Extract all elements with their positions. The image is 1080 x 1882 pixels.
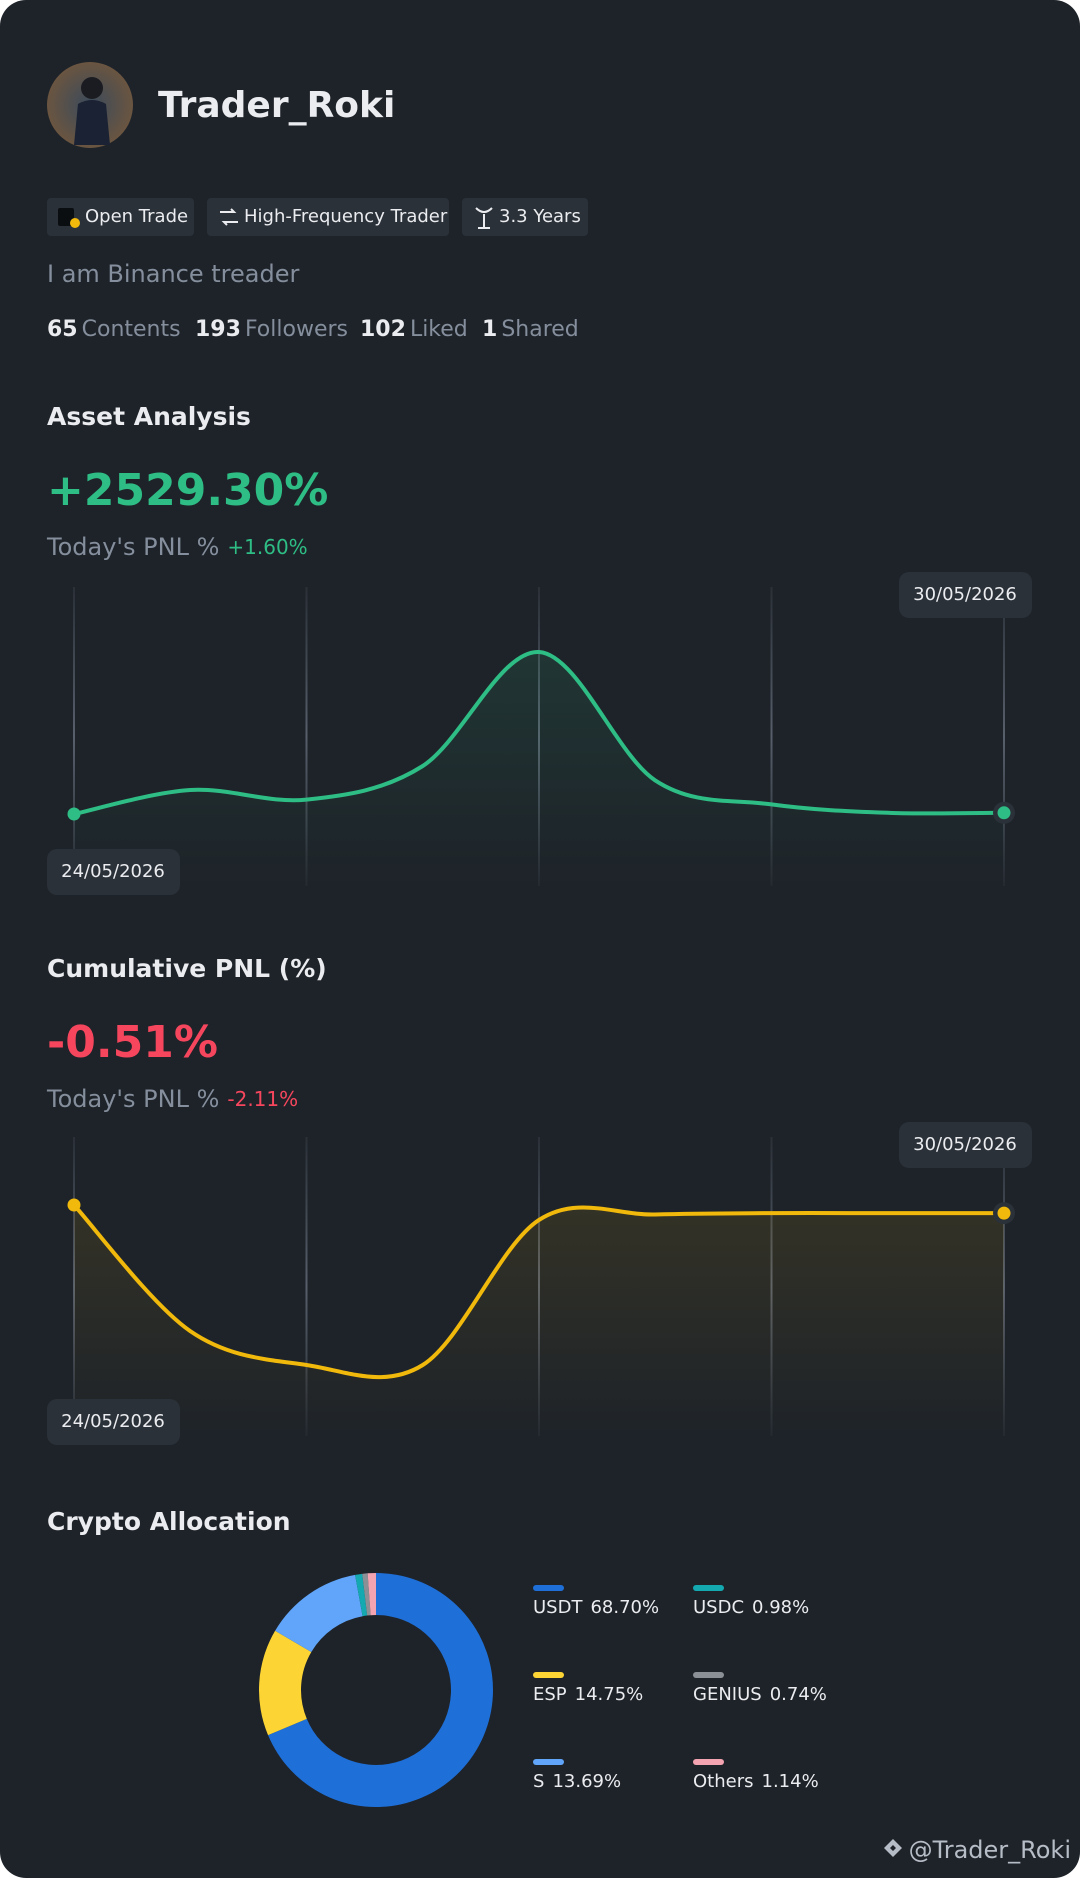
total-pnl: +2529.30% [47,465,328,516]
today-value: -2.11% [227,1087,298,1111]
stat: 65 Contents [47,317,181,342]
tag-label: 3.3 Years [499,206,581,227]
tag-icon [70,218,80,228]
point [997,1206,1011,1220]
tag-icon [220,208,238,226]
legend-value: 13.69% [552,1771,621,1792]
grid-line [73,587,75,886]
tag-icon [475,207,493,229]
grid-line [305,587,308,886]
date-tooltip [899,1122,1032,1168]
line [73,649,1005,816]
area [74,651,1004,886]
stat-label: Shared [501,317,578,342]
legend-value: 1.14% [762,1771,819,1792]
section-title: Crypto Allocation [47,1507,291,1536]
legend-label: ESP [533,1684,567,1705]
point [997,806,1011,820]
today-label: Today's PNL % [46,533,219,561]
donut-segment [367,1573,376,1616]
stat-value: 102 [360,317,406,342]
donut-chart: USDT 68.70% ESP 14.75% S 13.69% USDC 0.98% GENIU… [259,1573,827,1807]
tag[interactable] [47,198,194,236]
stat-label: Contents [82,317,181,342]
stat-label: Followers [245,317,348,342]
end-date: 30/05/2026 [913,1134,1017,1155]
line-chart: 30/05/2026 24/05/2026 [47,572,1032,895]
legend-label: GENIUS [693,1684,762,1705]
stat-label: Liked [410,317,468,342]
legend-value: 14.75% [575,1684,644,1705]
date-tooltip [899,572,1032,618]
date-tooltip [47,849,180,895]
legend-label: Others [693,1771,754,1792]
avatar-figure [74,100,110,145]
tag[interactable] [207,198,449,236]
point [67,1198,81,1212]
today-value: +1.60% [227,535,307,559]
bio: I am Binance treader [47,260,299,288]
tag[interactable] [462,198,588,236]
stat: 193 Followers [195,317,348,342]
legend-value: 0.74% [770,1684,827,1705]
stat-value: 65 [47,317,78,342]
grid-line [770,587,773,886]
legend-label: USDT [533,1597,583,1618]
donut-segment [275,1574,363,1653]
end-date: 30/05/2026 [913,584,1017,605]
section-title: Asset Analysis [47,402,251,431]
username: Trader_Roki [158,85,395,126]
donut-segment [268,1573,494,1807]
legend-value: 0.98% [752,1597,809,1618]
donut-segment [362,1573,371,1616]
date-tooltip [47,1399,180,1445]
donut-segment [355,1573,368,1617]
stat-value: 1 [482,317,497,342]
avatar-figure [81,77,103,99]
start-date: 24/05/2026 [61,861,165,882]
tag-icon [58,208,74,226]
legend-swatch [533,1672,564,1678]
line [72,1203,1004,1380]
tag-label: Open Trade [85,206,188,227]
grid-line [305,1137,308,1436]
today-pnl: Today's PNL % +1.60% [46,533,308,561]
legend-label: S [533,1771,544,1792]
stat: 102 Liked [360,317,468,342]
legend-value: 68.70% [590,1597,659,1618]
watermark-icon [884,1839,902,1857]
legend-swatch [533,1759,564,1765]
legend-swatch [533,1585,564,1591]
donut-segment [259,1630,312,1736]
stat: 1 Shared [482,317,579,342]
tag-label: High-Frequency Trader [244,206,448,227]
watermark: @Trader_Roki [909,1836,1071,1864]
legend-swatch [693,1672,724,1678]
stat-value: 193 [195,317,241,342]
grid-line [1003,587,1005,886]
start-date: 24/05/2026 [61,1411,165,1432]
legend-swatch [693,1759,724,1765]
section-title: Cumulative PNL (%) [47,954,327,983]
point [67,807,81,821]
today-pnl: Today's PNL % -2.11% [46,1085,298,1113]
stats: 65 Contents 193 Followers 102 Liked 1 Shared [47,317,579,342]
today-label: Today's PNL % [46,1085,219,1113]
total-pnl: -0.51% [47,1017,218,1068]
legend-label: USDC [693,1597,744,1618]
line-chart: 30/05/2026 24/05/2026 [47,1122,1032,1445]
legend-swatch [693,1585,724,1591]
area [74,1205,1004,1436]
